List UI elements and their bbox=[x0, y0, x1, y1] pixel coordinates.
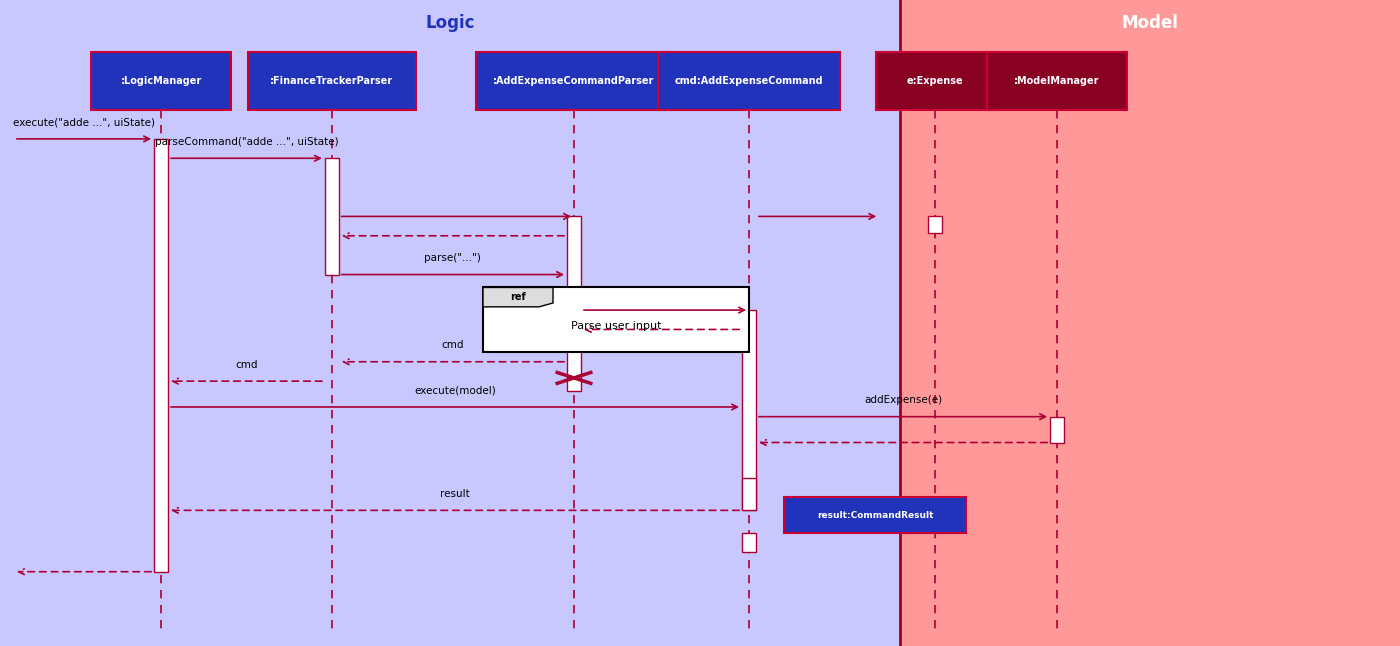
Text: parseCommand("adde ...", uiState): parseCommand("adde ...", uiState) bbox=[154, 137, 339, 147]
Text: :ModelManager: :ModelManager bbox=[1014, 76, 1100, 86]
Bar bbox=[742, 310, 756, 510]
Text: :FinanceTrackerParser: :FinanceTrackerParser bbox=[270, 76, 393, 86]
Text: cmd: cmd bbox=[235, 360, 258, 370]
Text: Logic: Logic bbox=[426, 14, 475, 32]
Text: result: result bbox=[440, 489, 470, 499]
Bar bbox=[248, 52, 416, 110]
Text: cmd: cmd bbox=[441, 340, 465, 350]
Text: addExpense(e): addExpense(e) bbox=[864, 395, 942, 405]
Bar bbox=[658, 52, 840, 110]
Bar bbox=[483, 287, 749, 352]
Bar bbox=[742, 478, 756, 510]
Bar bbox=[0, 0, 900, 646]
Bar bbox=[154, 139, 168, 572]
Text: ref: ref bbox=[510, 292, 526, 302]
Text: parse("..."): parse("...") bbox=[424, 253, 482, 263]
Bar bbox=[91, 52, 231, 110]
Bar bbox=[742, 533, 756, 552]
Text: :LogicManager: :LogicManager bbox=[120, 76, 202, 86]
Bar bbox=[476, 52, 672, 110]
Text: e:Expense: e:Expense bbox=[907, 76, 963, 86]
Polygon shape bbox=[483, 287, 553, 307]
Bar bbox=[784, 497, 966, 533]
Bar bbox=[325, 158, 339, 275]
Text: execute(model): execute(model) bbox=[414, 386, 496, 395]
Bar bbox=[1050, 417, 1064, 443]
Bar bbox=[876, 52, 994, 110]
Bar bbox=[987, 52, 1127, 110]
Text: Model: Model bbox=[1121, 14, 1179, 32]
Bar bbox=[928, 216, 942, 233]
Text: Parse user input: Parse user input bbox=[571, 321, 661, 331]
Bar bbox=[900, 0, 1400, 646]
Text: cmd:AddExpenseCommand: cmd:AddExpenseCommand bbox=[675, 76, 823, 86]
Text: execute("adde ...", uiState): execute("adde ...", uiState) bbox=[13, 118, 155, 127]
Bar bbox=[567, 216, 581, 391]
Text: result:CommandResult: result:CommandResult bbox=[816, 511, 934, 519]
Text: :AddExpenseCommandParser: :AddExpenseCommandParser bbox=[493, 76, 655, 86]
